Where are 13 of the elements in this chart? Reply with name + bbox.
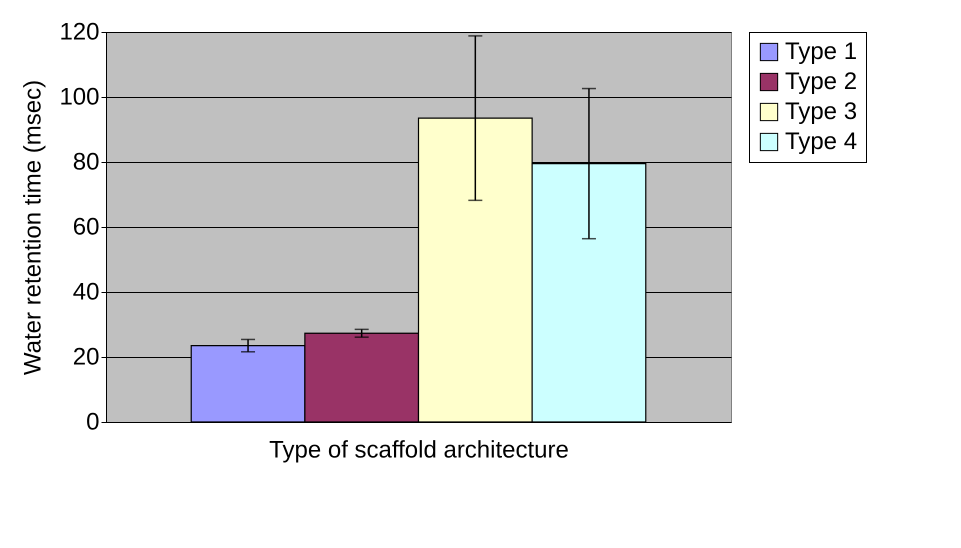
legend-label: Type 3	[785, 98, 858, 125]
y-tick-label: 60	[72, 214, 100, 240]
x-axis-title: Type of scaffold architecture	[269, 436, 569, 464]
y-tick-label: 40	[72, 278, 100, 306]
y-tick-label: 120	[59, 18, 100, 46]
legend-label: Type 1	[785, 38, 858, 65]
y-axis-title: Water retention time (msec)	[19, 80, 46, 376]
y-tick-label: 100	[59, 84, 100, 110]
legend-label: Type 4	[785, 128, 858, 155]
legend-label: Type 2	[785, 68, 858, 95]
y-tick-label: 80	[72, 148, 100, 176]
y-tick-label: 20	[72, 344, 100, 370]
y-tick-label: 0	[86, 408, 100, 436]
